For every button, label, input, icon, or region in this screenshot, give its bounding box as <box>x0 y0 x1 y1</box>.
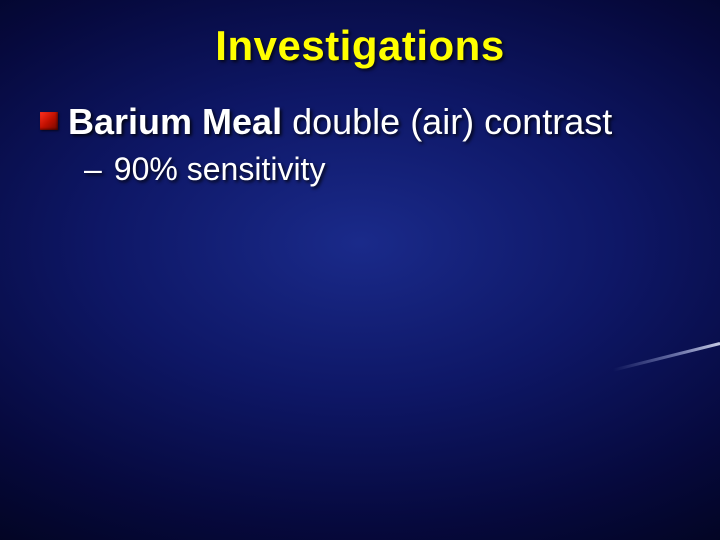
bullet-item: Barium Meal double (air) contrast <box>40 100 700 143</box>
sub-bullet-item: – 90% sensitivity <box>84 149 700 191</box>
square-bullet-icon <box>40 112 58 130</box>
slide-title: Investigations <box>0 22 720 70</box>
bullet-rest-part: double (air) contrast <box>282 101 612 142</box>
dash-icon: – <box>84 149 102 191</box>
bullet-text: Barium Meal double (air) contrast <box>68 100 612 143</box>
bullet-bold-part: Barium Meal <box>68 101 282 142</box>
light-streak-decoration <box>613 342 720 372</box>
sub-bullet-text: 90% sensitivity <box>114 149 326 191</box>
slide-content: Barium Meal double (air) contrast – 90% … <box>40 100 700 191</box>
